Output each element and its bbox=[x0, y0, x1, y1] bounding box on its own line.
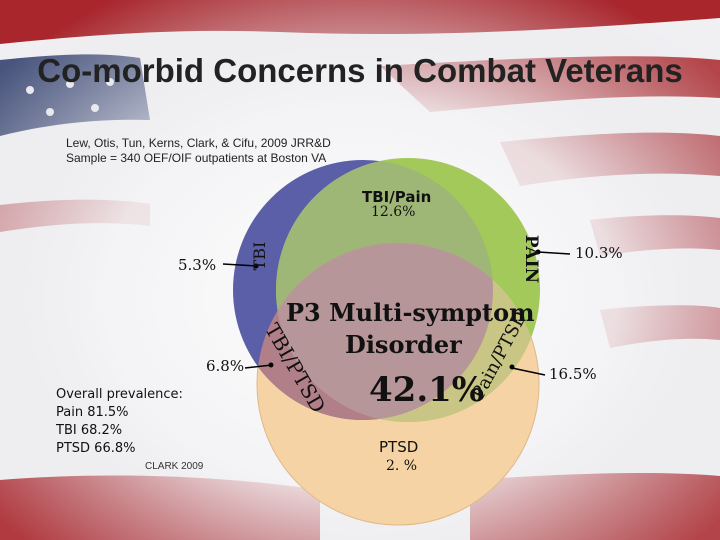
tbi-ptsd-pct: 6.8% bbox=[206, 357, 245, 375]
center-overlap bbox=[276, 243, 493, 420]
prevalence-ptsd: PTSD 66.8% bbox=[56, 441, 136, 456]
pain-circle-label: PAIN bbox=[521, 234, 541, 284]
prevalence-pain: Pain 81.5% bbox=[56, 405, 129, 420]
leader-pain-ptsd-dot bbox=[509, 364, 515, 370]
pain-only-pct: 10.3% bbox=[575, 244, 623, 262]
leader-tbi-only bbox=[222, 263, 259, 267]
center-pct: 42.1% bbox=[369, 370, 485, 410]
leader-tbi-only-dot bbox=[253, 263, 259, 269]
center-title-line-2: Disorder bbox=[345, 330, 462, 359]
leader-tbi-ptsd-dot bbox=[268, 362, 274, 368]
citation-line-1: Lew, Otis, Tun, Kerns, Clark, & Cifu, 20… bbox=[66, 136, 331, 150]
tbi-pain-label: TBI/Pain bbox=[362, 188, 432, 206]
citation-line-2: Sample = 340 OEF/OIF outpatients at Bost… bbox=[66, 151, 327, 165]
slide-title: Co-morbid Concerns in Combat Veterans bbox=[37, 52, 683, 89]
tbi-pain-pct: 12.6% bbox=[371, 204, 416, 220]
tbi-only-pct: 5.3% bbox=[178, 256, 217, 274]
leader-tbi-ptsd bbox=[244, 364, 273, 369]
venn-diagram bbox=[222, 158, 571, 526]
leader-pain-ptsd bbox=[511, 367, 546, 376]
prevalence-tbi: TBI 68.2% bbox=[56, 423, 123, 438]
tbi-circle-label: TBI bbox=[250, 241, 269, 271]
ptsd-circle-label: PTSD bbox=[379, 438, 419, 456]
ptsd-only-pct: 2. % bbox=[386, 458, 418, 474]
footer-credit: CLARK 2009 bbox=[145, 461, 204, 472]
center-title-line-1: P3 Multi-symptom bbox=[286, 298, 535, 327]
pain-ptsd-pct: 16.5% bbox=[549, 365, 597, 383]
prevalence-heading: Overall prevalence: bbox=[56, 387, 183, 402]
leader-pain-only-dot bbox=[535, 249, 541, 255]
leader-pain-only bbox=[537, 251, 571, 255]
